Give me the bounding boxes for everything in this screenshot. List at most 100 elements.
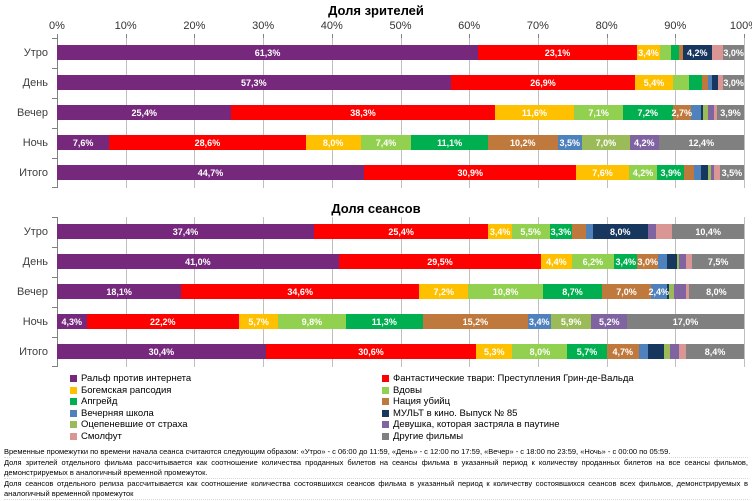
bar-segment — [648, 344, 664, 359]
chart-row: День 57,3% 26,9% 5,4% 3,0% — [23, 75, 744, 90]
axis-tick-label: 10% — [114, 20, 137, 32]
bar-segment: 12,4% — [658, 135, 744, 150]
axis-tick-label: 90% — [664, 20, 687, 32]
bar-segment: 3,3% — [549, 224, 573, 239]
bar-segment: 7,6% — [576, 165, 629, 180]
bar-segment: 10,4% — [672, 224, 744, 239]
bar-segment: 4,3% — [57, 314, 87, 329]
bar-track: 44,7% 30,9% 7,6% 4,2% 3,9% 3,5% — [57, 165, 744, 180]
bar-track: 37,4% 25,4% 3,4% 5,5% 3,3% 8,0% 10,4% — [57, 224, 744, 239]
bar-value-label: 3,0% — [723, 77, 744, 88]
category-tick-mark — [52, 307, 57, 308]
bar-segment — [669, 284, 674, 299]
bar-segment: 25,4% — [57, 105, 232, 120]
bar-segment — [658, 254, 667, 269]
axis-tick-mark — [606, 34, 608, 38]
bar-value-label: 11,1% — [437, 137, 463, 148]
bar-segment: 44,7% — [57, 165, 365, 180]
bar-segment — [684, 165, 695, 180]
bar-segment — [679, 45, 683, 60]
category-label: День — [22, 255, 48, 268]
axis-tick-mark — [125, 34, 127, 38]
bar-value-label: 44,7% — [197, 167, 224, 178]
category-tick-mark — [52, 158, 57, 159]
chart-row: Вечер 18,1% 34,6% 7,2% 10,8% 8,7% 7,0% 2,4% 8,0% — [17, 284, 744, 299]
bar-value-label: 25,4% — [131, 107, 157, 118]
axis-tick-mark — [400, 34, 402, 38]
axis-tick-label: 70% — [526, 20, 549, 32]
bar-segment: 7,2% — [419, 284, 469, 299]
bar-value-label: 2,4% — [648, 286, 670, 297]
bar-segment: 57,3% — [57, 75, 451, 90]
bar-segment — [713, 105, 718, 120]
bar-value-label: 57,3% — [241, 77, 267, 88]
bar-segment: 8,0% — [592, 224, 648, 239]
bar-segment — [585, 224, 593, 239]
bar-segment — [714, 165, 720, 180]
bar-value-label: 61,3% — [254, 47, 281, 58]
bar-segment: 7,0% — [581, 135, 630, 150]
axis-tick-mark — [537, 34, 539, 38]
bar-segment — [572, 224, 586, 239]
bar-segment: 5,7% — [567, 344, 607, 359]
bar-segment — [689, 75, 703, 90]
bar-track: 7,6% 28,6% 8,0% 7,4% 11,1% 10,2% 3,5% 7,0% 4,2% 1… — [57, 135, 744, 150]
bar-value-label: 3,5% — [721, 167, 743, 178]
axis-tick-mark — [263, 34, 265, 38]
bar-segment — [703, 105, 709, 120]
category-tick-mark — [52, 366, 57, 367]
bar-value-label: 3,0% — [723, 47, 744, 58]
category-tick-mark — [52, 337, 57, 338]
bar-segment: 7,0% — [602, 284, 651, 299]
bar-segment — [667, 284, 670, 299]
bar-segment: 3,0% — [723, 75, 744, 90]
bar-segment: 34,6% — [181, 284, 420, 299]
bar-segment: 3,9% — [717, 105, 744, 120]
axis-tick-label: 60% — [458, 20, 481, 32]
bar-value-label: 3,9% — [660, 167, 682, 178]
legend-item: Вечерняя школа — [70, 408, 382, 420]
category-label: Итого — [19, 345, 48, 358]
legend: Ральф против интернета Фантастические тва… — [0, 373, 752, 442]
bar-value-label: 6,2% — [582, 256, 604, 267]
bar-value-label: 22,2% — [150, 316, 176, 327]
bar-segment: 6,2% — [571, 254, 615, 269]
bar-value-label: 25,4% — [388, 226, 414, 237]
bar-segment: 8,4% — [686, 344, 744, 359]
bar-value-label: 8,0% — [610, 226, 631, 237]
viewers-share-chart: Доля зрителей 0% 10% 20% 30% 40% 50% 60% 70% 80%… — [0, 2, 752, 188]
bar-segment: 30,9% — [364, 165, 577, 180]
category-label: День — [22, 76, 48, 89]
bar-segment: 5,7% — [239, 314, 279, 329]
bar-segment: 7,4% — [360, 135, 412, 150]
category-tick-mark — [52, 98, 57, 99]
bar-value-label: 8,4% — [704, 346, 726, 357]
footnote-line: Временные промежутки по времени начала с… — [4, 447, 748, 458]
viewers-plot-area: Утро 61,3% 23,1% 3,4% 4,2% 3,0% День 57,3% 26,9%… — [17, 38, 745, 188]
legend-swatch — [382, 375, 389, 383]
bar-value-label: 10,4% — [695, 226, 721, 237]
bar-segment: 11,6% — [494, 105, 575, 120]
bar-value-label: 3,5% — [559, 137, 581, 148]
bar-segment: 9,8% — [278, 314, 346, 329]
footnote-line: Доля сеансов отдельного релиза рассчитыв… — [4, 479, 748, 500]
bar-segment: 28,6% — [109, 135, 306, 150]
bar-value-label: 7,0% — [595, 137, 617, 148]
category-tick-mark — [52, 38, 57, 39]
category-label: Вечер — [16, 106, 48, 119]
legend-swatch — [70, 421, 77, 429]
bar-value-label: 17,0% — [672, 316, 699, 327]
bar-segment: 23,1% — [478, 45, 637, 60]
bar-value-label: 5,2% — [599, 316, 620, 327]
sessions-chart-title: Доля сеансов — [331, 201, 421, 216]
bar-value-label: 3,4% — [615, 256, 637, 267]
legend-item: Другие фильмы — [382, 431, 682, 443]
bar-segment: 3,4% — [488, 224, 512, 239]
bar-value-label: 8,7% — [562, 286, 583, 297]
bar-value-label: 10,2% — [509, 137, 536, 148]
bar-value-label: 3,9% — [720, 107, 741, 118]
bar-value-label: 3,4% — [638, 47, 659, 58]
legend-swatch — [70, 432, 77, 440]
bar-value-label: 2,7% — [671, 107, 693, 118]
bar-segment: 61,3% — [57, 45, 479, 60]
